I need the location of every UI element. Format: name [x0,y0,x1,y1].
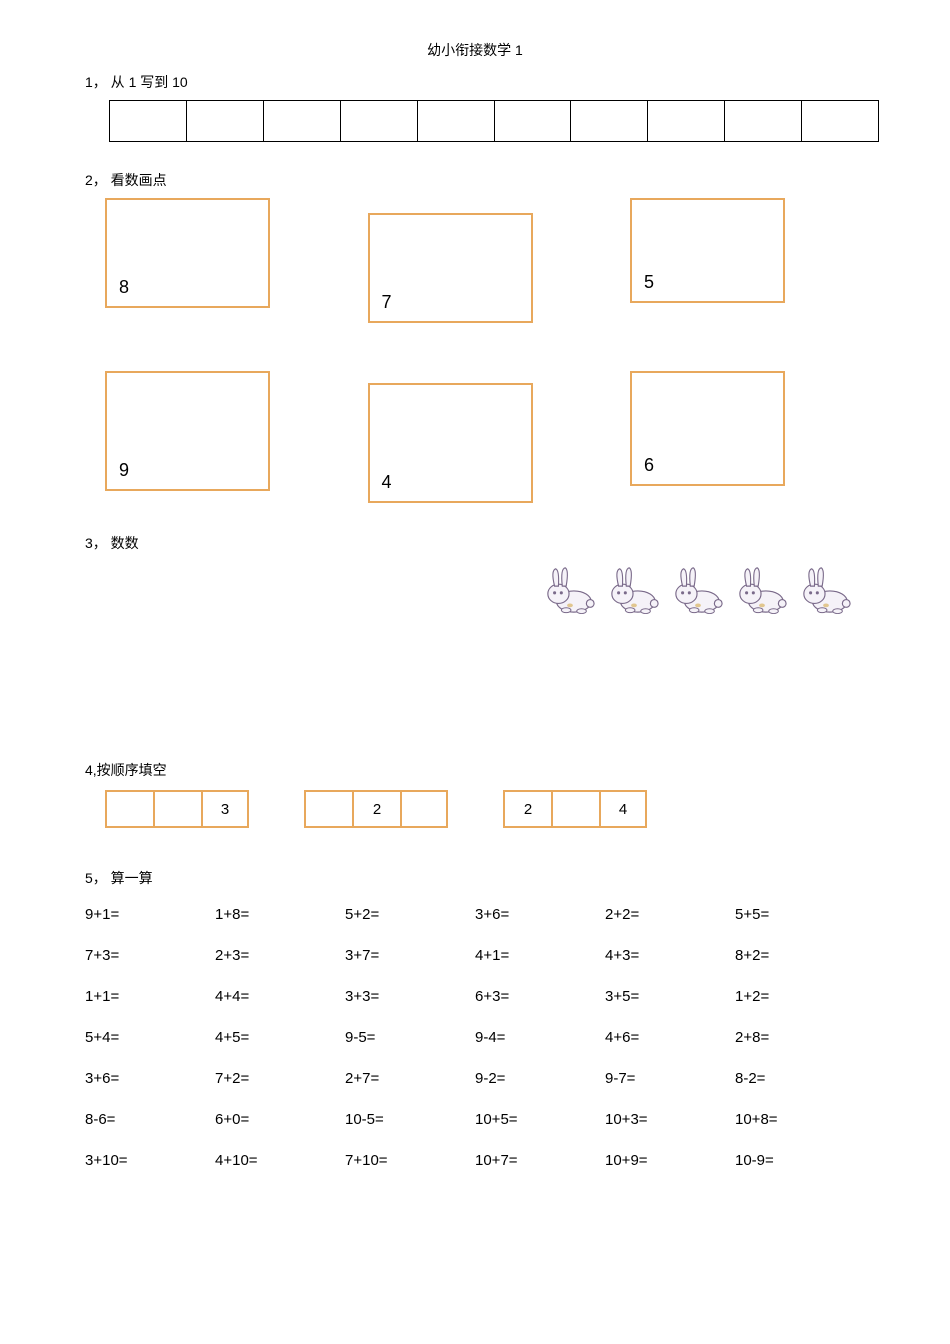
arithmetic-row: 7+3=2+3=3+7=4+1=4+3=8+2= [85,947,865,964]
rabbit-icon [605,563,663,620]
arithmetic-table: 9+1=1+8=5+2=3+6=2+2=5+5=7+3=2+3=3+7=4+1=… [85,906,865,1169]
arithmetic-problem: 7+10= [345,1152,475,1169]
arithmetic-row: 9+1=1+8=5+2=3+6=2+2=5+5= [85,906,865,923]
rabbit-icon [669,563,727,620]
sequence-cell: 2 [352,790,400,828]
arithmetic-problem: 6+0= [215,1111,345,1128]
arithmetic-problem: 2+8= [735,1029,865,1046]
arithmetic-row: 1+1=4+4=3+3=6+3=3+5=1+2= [85,988,865,1005]
sequence-cell: 4 [599,790,647,828]
arithmetic-problem: 4+6= [605,1029,735,1046]
arithmetic-problem: 1+8= [215,906,345,923]
sequence-cell [105,790,153,828]
number-box: 7 [368,213,533,323]
sequence-cell [153,790,201,828]
write-cell [802,101,878,141]
arithmetic-problem: 2+3= [215,947,345,964]
write-1-to-10-row [109,100,879,142]
sequence-wrap: 3224 [105,790,865,828]
write-cell [187,101,264,141]
arithmetic-problem: 3+5= [605,988,735,1005]
arithmetic-problem: 2+7= [345,1070,475,1087]
arithmetic-problem: 7+3= [85,947,215,964]
arithmetic-problem: 9-5= [345,1029,475,1046]
section5-label: 5， 算一算 [85,868,865,888]
write-cell [725,101,802,141]
write-cell [110,101,187,141]
arithmetic-problem: 3+10= [85,1152,215,1169]
arithmetic-problem: 7+2= [215,1070,345,1087]
arithmetic-problem: 8-6= [85,1111,215,1128]
write-cell [495,101,572,141]
arithmetic-problem: 4+10= [215,1152,345,1169]
arithmetic-problem: 6+3= [475,988,605,1005]
arithmetic-row: 5+4=4+5=9-5=9-4=4+6=2+8= [85,1029,865,1046]
arithmetic-row: 3+10=4+10=7+10=10+7=10+9=10-9= [85,1152,865,1169]
arithmetic-problem: 5+4= [85,1029,215,1046]
arithmetic-problem: 9-7= [605,1070,735,1087]
rabbit-icon [541,563,599,620]
arithmetic-problem: 10+9= [605,1152,735,1169]
sequence-cell [551,790,599,828]
arithmetic-problem: 3+6= [475,906,605,923]
page-title: 幼小衔接数学 1 [85,40,865,60]
write-cell [571,101,648,141]
write-cell [264,101,341,141]
arithmetic-row: 8-6=6+0=10-5=10+5=10+3=10+8= [85,1111,865,1128]
section2-label: 2， 看数画点 [85,170,865,190]
arithmetic-problem: 8+2= [735,947,865,964]
arithmetic-problem: 9+1= [85,906,215,923]
section1-label: 1， 从 1 写到 10 [85,72,865,92]
sequence-cell: 3 [201,790,249,828]
rabbit-row [85,563,865,620]
number-box-row-2: 9 4 6 [105,371,785,503]
arithmetic-problem: 4+1= [475,947,605,964]
section4-label: 4,按顺序填空 [85,760,865,780]
arithmetic-problem: 10+7= [475,1152,605,1169]
arithmetic-row: 3+6=7+2=2+7=9-2=9-7=8-2= [85,1070,865,1087]
arithmetic-problem: 3+6= [85,1070,215,1087]
arithmetic-problem: 4+5= [215,1029,345,1046]
sequence-group: 2 [304,790,448,828]
write-cell [341,101,418,141]
arithmetic-problem: 5+2= [345,906,475,923]
rabbit-icon [797,563,855,620]
write-cell [648,101,725,141]
arithmetic-problem: 1+1= [85,988,215,1005]
arithmetic-problem: 10-5= [345,1111,475,1128]
number-box: 8 [105,198,270,308]
number-box: 9 [105,371,270,491]
number-box: 4 [368,383,533,503]
arithmetic-problem: 10-9= [735,1152,865,1169]
arithmetic-problem: 10+8= [735,1111,865,1128]
sequence-cell [304,790,352,828]
arithmetic-problem: 5+5= [735,906,865,923]
arithmetic-problem: 9-4= [475,1029,605,1046]
sequence-group: 3 [105,790,249,828]
number-box: 5 [630,198,785,303]
arithmetic-problem: 2+2= [605,906,735,923]
arithmetic-problem: 8-2= [735,1070,865,1087]
arithmetic-problem: 9-2= [475,1070,605,1087]
arithmetic-problem: 3+7= [345,947,475,964]
arithmetic-problem: 10+5= [475,1111,605,1128]
arithmetic-problem: 3+3= [345,988,475,1005]
number-box: 6 [630,371,785,486]
sequence-group: 24 [503,790,647,828]
rabbit-icon [733,563,791,620]
sequence-cell [400,790,448,828]
arithmetic-problem: 4+3= [605,947,735,964]
write-cell [418,101,495,141]
arithmetic-problem: 4+4= [215,988,345,1005]
arithmetic-problem: 1+2= [735,988,865,1005]
section3-label: 3， 数数 [85,533,865,553]
arithmetic-problem: 10+3= [605,1111,735,1128]
number-box-row-1: 8 7 5 [105,198,785,323]
sequence-cell: 2 [503,790,551,828]
